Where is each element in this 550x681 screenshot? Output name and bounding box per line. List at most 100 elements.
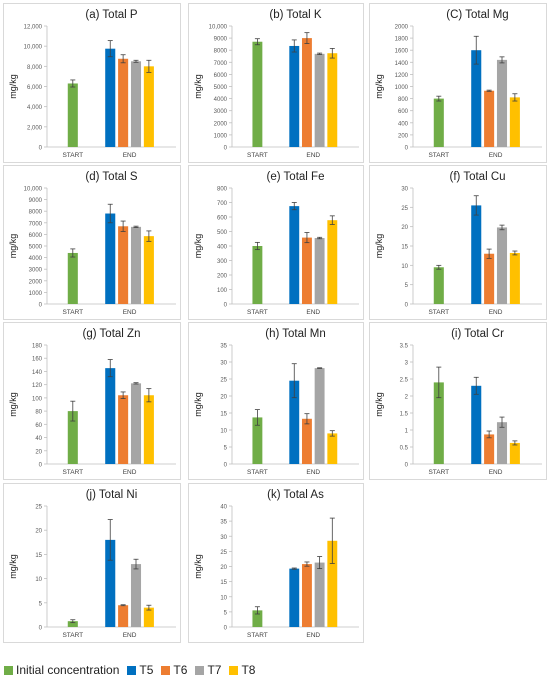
y-tick-label: 1000 (395, 85, 409, 91)
x-tick-label: START (247, 309, 268, 316)
chart-svg: (h) Total Mn mg/kg 0 5 10 15 20 25 30 35 START END (193, 328, 359, 476)
y-tick-label: 30 (401, 187, 408, 193)
y-tick-label: 2000 (29, 279, 43, 285)
y-tick-label: 2 (405, 395, 409, 401)
legend-item-initial: Initial concentration (4, 663, 119, 677)
y-tick-label: 9000 (29, 198, 43, 204)
x-tick-label: START (62, 469, 83, 476)
x-tick-label: END (306, 632, 320, 639)
bar (314, 562, 325, 627)
y-tick-label: 80 (35, 410, 42, 416)
chart-panel: (h) Total Mn mg/kg 0 5 10 15 20 25 30 35 START END (188, 322, 364, 480)
bar (130, 226, 142, 304)
y-axis-label: mg/kg (8, 392, 18, 417)
bar (130, 383, 142, 464)
y-tick-label: 40 (220, 505, 227, 511)
y-tick-label: 400 (398, 121, 409, 127)
y-axis-label: mg/kg (374, 74, 384, 99)
y-tick-label: 5 (224, 610, 228, 616)
chart-title: (g) Total Zn (83, 328, 141, 340)
legend-label: T7 (207, 663, 222, 677)
y-tick-label: 5000 (29, 245, 43, 251)
y-tick-label: 1000 (29, 291, 43, 297)
bar (471, 50, 482, 148)
y-tick-label: 0 (224, 146, 228, 152)
bar (433, 382, 444, 464)
y-tick-label: 800 (217, 187, 228, 193)
y-tick-label: 4000 (29, 256, 43, 262)
y-tick-label: 10 (401, 264, 408, 270)
y-tick-label: 2,000 (27, 125, 43, 131)
bar (301, 564, 312, 627)
y-tick-label: 10,000 (209, 25, 228, 31)
y-tick-label: 25 (220, 550, 227, 556)
bar (496, 227, 508, 304)
bar (289, 206, 300, 304)
x-tick-label: START (428, 309, 449, 316)
y-axis-label: mg/kg (193, 392, 203, 417)
legend-label: T8 (241, 663, 256, 677)
y-axis-label: mg/kg (8, 234, 18, 259)
y-tick-label: 0 (405, 303, 409, 309)
bar (301, 237, 312, 304)
y-tick-label: 600 (398, 109, 409, 115)
y-tick-label: 0 (405, 463, 409, 469)
chart-svg: (i) Total Cr mg/kg 0 0.5 1 1.5 2 2.5 3 3.5 START EN… (374, 328, 542, 476)
y-tick-label: 20 (220, 565, 227, 571)
y-tick-label: 15 (220, 580, 227, 586)
bar (314, 238, 325, 304)
bar (496, 59, 508, 147)
y-tick-label: 5 (224, 446, 228, 452)
bar (509, 97, 520, 147)
bar (67, 621, 78, 627)
chart-title: (C) Total Mg (446, 9, 508, 21)
y-tick-label: 1600 (395, 49, 409, 55)
bar (105, 368, 116, 464)
chart-panel: (g) Total Zn mg/kg 0 20 40 60 80 100 120 140 160 18… (3, 322, 181, 480)
x-tick-label: END (489, 152, 503, 159)
bar (289, 380, 300, 464)
y-tick-label: 800 (398, 97, 409, 103)
bar (118, 605, 129, 627)
y-tick-label: 8000 (214, 49, 228, 55)
chart-panel: (e) Total Fe mg/kg 0 100 200 300 400 500 600 700 8… (188, 165, 364, 320)
y-tick-label: 600 (217, 216, 228, 222)
bar (509, 252, 520, 304)
chart-svg: (a) Total P mg/kg 0 2,000 4,000 6,000 8,000 10,… (8, 9, 176, 159)
y-axis-label: mg/kg (193, 554, 203, 579)
y-tick-label: 20 (35, 449, 42, 455)
chart-panel: (d) Total S mg/kg 0 1000 2000 3000 4000 5000 600… (3, 165, 181, 320)
chart-panel: (k) Total As mg/kg 0 5 10 15 20 25 30 35 40 START EN… (188, 483, 364, 643)
x-tick-label: END (123, 632, 137, 639)
y-axis-label: mg/kg (193, 234, 203, 259)
y-tick-label: 2000 (214, 121, 228, 127)
chart-svg: (k) Total As mg/kg 0 5 10 15 20 25 30 35 40 START EN… (193, 489, 359, 639)
y-tick-label: 2.5 (400, 378, 409, 384)
y-tick-label: 0 (39, 626, 43, 632)
legend-swatch (229, 665, 239, 675)
chart-panel: (j) Total Ni mg/kg 0 5 10 15 20 25 START END (3, 483, 181, 643)
y-tick-label: 10 (35, 577, 42, 583)
y-tick-label: 20 (220, 395, 227, 401)
y-tick-label: 60 (35, 423, 42, 429)
bar (484, 90, 495, 147)
legend-swatch (4, 665, 13, 675)
y-tick-label: 8000 (29, 210, 43, 216)
y-tick-label: 10,000 (24, 45, 43, 51)
x-tick-label: END (123, 309, 137, 316)
y-tick-label: 3 (405, 361, 409, 367)
y-axis-label: mg/kg (8, 74, 18, 99)
chart-svg: (d) Total S mg/kg 0 1000 2000 3000 4000 5000 600… (8, 171, 176, 316)
y-tick-label: 1 (405, 429, 409, 435)
y-tick-label: 500 (217, 230, 228, 236)
bar (252, 610, 263, 627)
chart-title: (k) Total As (267, 489, 324, 501)
y-tick-label: 15 (220, 412, 227, 418)
chart-panel: (b) Total K mg/kg 0 1000 2000 3000 4000 5000 600… (188, 3, 364, 163)
bar (327, 220, 338, 304)
y-tick-label: 35 (220, 344, 227, 350)
bar (314, 53, 325, 147)
y-tick-label: 15 (401, 245, 408, 251)
x-tick-label: END (123, 152, 137, 159)
